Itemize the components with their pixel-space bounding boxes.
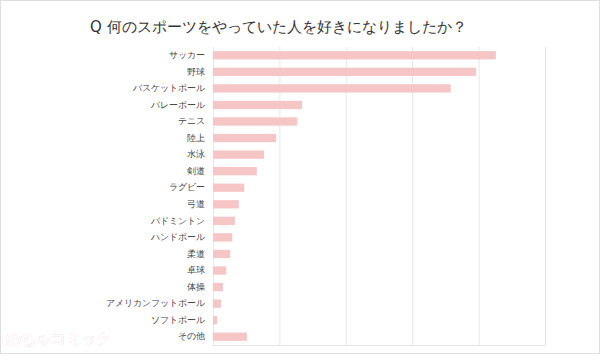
plot: サッカー野球バスケットボールバレーボールテニス陸上水泳剣道ラグビー弓道バドミント… [106, 47, 546, 346]
logo-text: めちゃコミック [6, 330, 111, 348]
bar [213, 167, 257, 175]
bar [213, 333, 247, 341]
category-label: 柔道 [187, 249, 205, 259]
y-tick: ハンドボール [150, 232, 205, 242]
title: Q 何のスポーツをやっていた人を好きになりましたか？ [90, 18, 467, 36]
y-tick: アメリカンフットボール [106, 298, 205, 308]
y-tick: バレーボール [150, 100, 205, 110]
bar [213, 84, 451, 92]
category-label: バスケットボール [132, 83, 205, 93]
y-tick: バスケットボール [132, 83, 205, 93]
y-tick: 陸上 [187, 133, 205, 143]
y-tick: 卓球 [187, 265, 205, 275]
y-tick: 水泳 [187, 149, 205, 159]
y-tick: バドミントン [150, 216, 205, 226]
y-tick: 剣道 [187, 166, 205, 176]
grid-line [545, 47, 546, 345]
x-tick [545, 47, 546, 345]
bar [213, 184, 244, 192]
category-label: バドミントン [150, 216, 205, 226]
y-tick: 野球 [187, 67, 205, 77]
category-label: 体操 [187, 282, 205, 292]
category-label: その他 [178, 331, 205, 341]
bar [213, 250, 230, 258]
bar [213, 266, 226, 274]
bar [213, 68, 476, 76]
category-label: サッカー [169, 50, 205, 60]
category-label: 水泳 [187, 149, 205, 159]
bar [213, 200, 239, 208]
category-label: 野球 [187, 67, 205, 77]
bar [213, 233, 232, 241]
y-tick: その他 [178, 331, 205, 341]
y-tick: ラグビー [169, 182, 205, 192]
y-tick: ソフトボール [151, 315, 205, 325]
y-tick: テニス [178, 116, 205, 126]
category-label: テニス [178, 116, 205, 126]
category-label: アメリカンフットボール [106, 298, 205, 308]
y-tick: 柔道 [187, 249, 205, 259]
bar [213, 283, 223, 291]
frame [1, 1, 600, 354]
bar [213, 299, 221, 307]
bars [213, 51, 496, 341]
bar [213, 51, 496, 59]
y-tick: 弓道 [187, 199, 205, 209]
category-label: ハンドボール [150, 232, 205, 242]
chart: Q 何のスポーツをやっていた人を好きになりましたか？ サッカー野球バスケットボール… [0, 0, 600, 354]
y-tick: サッカー [169, 50, 205, 60]
category-label: 陸上 [187, 133, 205, 143]
y-tick: 体操 [187, 282, 205, 292]
bar [213, 316, 217, 324]
category-label: バレーボール [150, 100, 205, 110]
category-label: ソフトボール [151, 315, 205, 325]
x-axis [214, 47, 546, 346]
bar [213, 150, 264, 158]
bar [213, 101, 302, 109]
x-axis-line [214, 47, 546, 346]
bar [213, 117, 297, 125]
y-axis: サッカー野球バスケットボールバレーボールテニス陸上水泳剣道ラグビー弓道バドミント… [106, 48, 214, 346]
x-tick [479, 47, 480, 345]
bar [213, 217, 235, 225]
grid-line [479, 47, 480, 345]
category-label: ラグビー [169, 182, 205, 192]
bar [213, 134, 276, 142]
category-label: 剣道 [187, 166, 205, 176]
category-label: 卓球 [187, 265, 205, 275]
category-label: 弓道 [187, 199, 205, 209]
